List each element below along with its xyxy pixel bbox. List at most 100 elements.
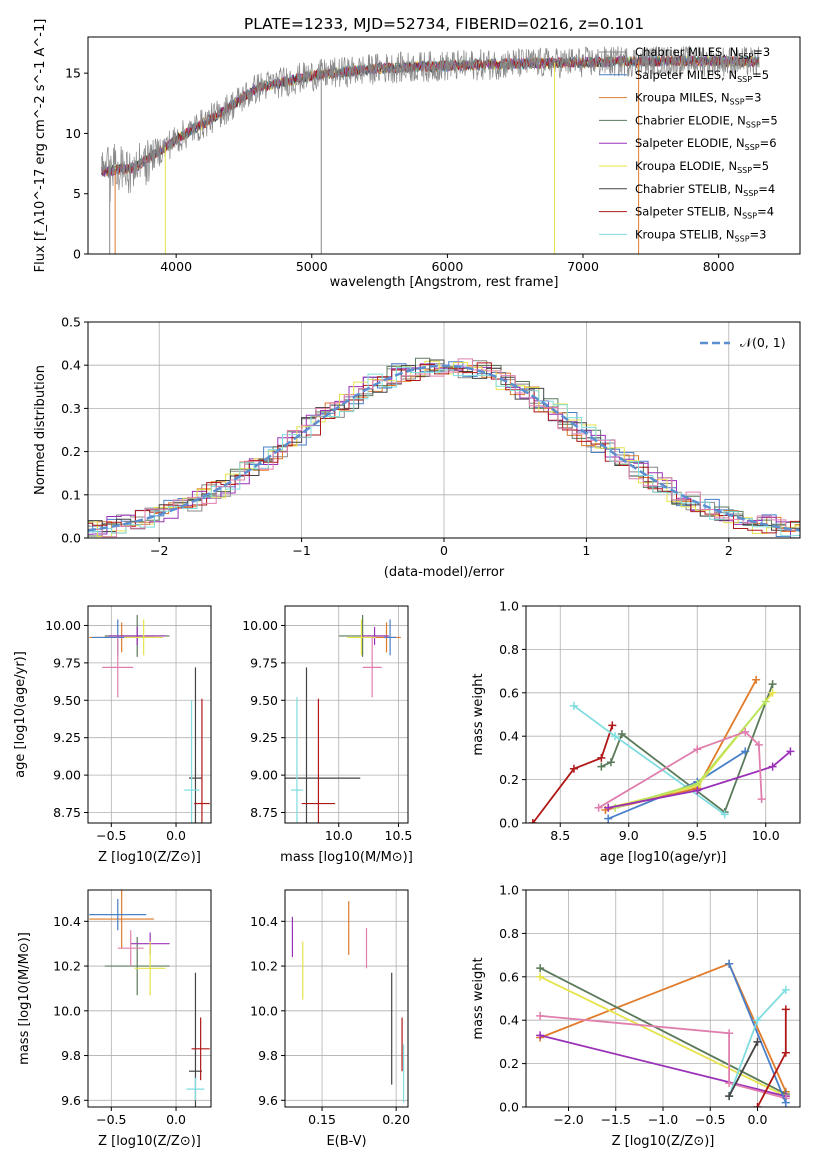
mass-weight-line [532,725,614,823]
axes-frame [284,889,409,1108]
x-tick-label: 5000 [296,259,328,274]
y-axis-label: mass weight [471,957,486,1039]
spectrum-line-chabrier-miles [101,45,760,202]
x-tick-label: 4000 [160,259,192,274]
mass-weight-line [540,1015,787,1100]
x-tick-label: −2.0 [553,1112,583,1127]
legend-label: Salpeter STELIB, NSSP=4 [635,205,774,221]
mass-weight-line [608,750,791,809]
y-tick-label: 9.25 [250,730,278,745]
axes-frame [525,889,801,1108]
mass-weight-marker [725,1029,734,1038]
y-tick-label: 0.6 [499,685,519,700]
y-tick-label: 9.00 [250,768,278,783]
x-tick-label: −0.5 [96,1112,126,1127]
mass-weight-marker [611,732,620,741]
mass-weight-marker [528,819,537,823]
y-tick-label: 0.4 [499,1013,519,1028]
legend-label: Chabrier STELIB, NSSP=4 [635,182,775,198]
mass-weight-marker [536,964,545,973]
y-tick-label: 0.0 [499,1100,519,1115]
x-tick-label: 0.0 [748,1112,768,1127]
mass-weight-marker [768,688,777,697]
x-tick-label: −2 [150,543,168,558]
error-bar-point [191,1017,210,1081]
x-tick-label: 6000 [431,259,463,274]
y-tick-label: 5 [73,186,81,201]
axes-frame [284,605,409,824]
y-tick-label: 0 [73,247,81,262]
mass-weight-marker [725,959,734,968]
histogram-step [88,362,800,534]
error-bar-point [117,930,144,967]
y-tick-label: 10.2 [53,959,81,974]
histogram-step [88,366,800,537]
plot-area [291,901,405,1103]
y-tick-label: 9.00 [53,768,81,783]
y-axis-label: Flux [f_λ10^-17 erg cm^-2 s^-1 A^-1] [33,19,48,273]
mass-weight-marker [753,1037,762,1046]
mass-weight-marker [536,1011,545,1020]
x-axis-label: E(B-V) [326,1134,366,1149]
x-tick-label: 0.0 [166,828,186,843]
y-tick-label: 10.2 [250,959,278,974]
mass-weight-marker [569,701,578,710]
mass-weight-marker [753,1016,762,1025]
y-tick-label: 1.0 [499,883,519,898]
mass-weight-marker [725,1079,734,1088]
mass-weight-marker [597,762,606,771]
x-tick-label: 2 [725,543,733,558]
mass-weight-line [539,967,787,1095]
error-bar-point [362,637,382,698]
legend-label: Chabrier ELODIE, NSSP=5 [635,113,778,129]
x-axis-label: (data-model)/error [384,565,505,580]
y-tick-label: 10 [65,126,81,141]
mass-weight-marker [597,753,606,762]
histogram-step [88,363,800,538]
y-tick-label: 9.50 [53,693,81,708]
legend-label: Chabrier MILES, NSSP=3 [635,45,770,61]
mass-weight-marker [741,727,750,736]
panel-mass_weight_vs_age: 8.5 9.0 9.5 10.0 0.0 0.2 0.4 0.6 0.8 1.0 age [log1… [471,599,801,865]
mass-weight-marker [781,1005,790,1014]
error-bar-point [285,667,361,823]
mass-weight-marker [608,721,617,730]
y-tick-label: 10.0 [53,1003,81,1018]
panel-spectrum: 4000 5000 6000 7000 8000 0 5 10 15 wavelength [An… [33,19,801,290]
x-tick-label: 0.0 [166,1112,186,1127]
mass-weight-marker [725,1092,734,1101]
mass-weight-marker [768,762,777,771]
legend-label: 𝒩(0, 1) [740,335,786,350]
y-tick-label: 0.0 [61,531,81,546]
mass-weight-marker [781,985,790,994]
plot-area [89,890,210,1107]
legend-label: Kroupa ELODIE, NSSP=5 [635,159,769,175]
y-tick-label: 9.75 [53,655,81,670]
error-bar-point [188,972,202,1107]
mass-weight-marker [536,1031,545,1040]
panel-mass_weight_vs_Z: −2.0 −1.5 −1.0 −0.5 0.0 0.0 0.2 0.4 0.6 0.8 1.0 Z [… [471,883,801,1149]
plot-area [88,357,800,538]
mass-weight-line [539,1034,787,1098]
mass-weight-marker [536,972,545,981]
x-tick-label: 0 [440,543,448,558]
legend-label: Kroupa MILES, NSSP=3 [635,91,761,107]
y-tick-label: 0.2 [499,772,519,787]
error-bar-point [108,626,166,645]
plot-area [528,675,795,823]
x-tick-label: 10.0 [752,828,780,843]
x-tick-label: −1 [292,543,310,558]
y-axis-label: mass weight [471,673,486,755]
mass-weight-line [598,730,763,809]
axes-frame [87,605,212,824]
axes-frame [87,36,801,255]
x-tick-label: 9.0 [619,828,639,843]
y-tick-label: 10.4 [53,914,81,929]
residual-legend: 𝒩(0, 1) [700,335,786,350]
y-tick-label: 9.6 [61,1093,81,1108]
mass-weight-marker [754,740,763,749]
x-tick-label: 10.5 [385,828,413,843]
mass-weight-marker [693,786,702,795]
y-tick-label: 0.8 [499,642,519,657]
